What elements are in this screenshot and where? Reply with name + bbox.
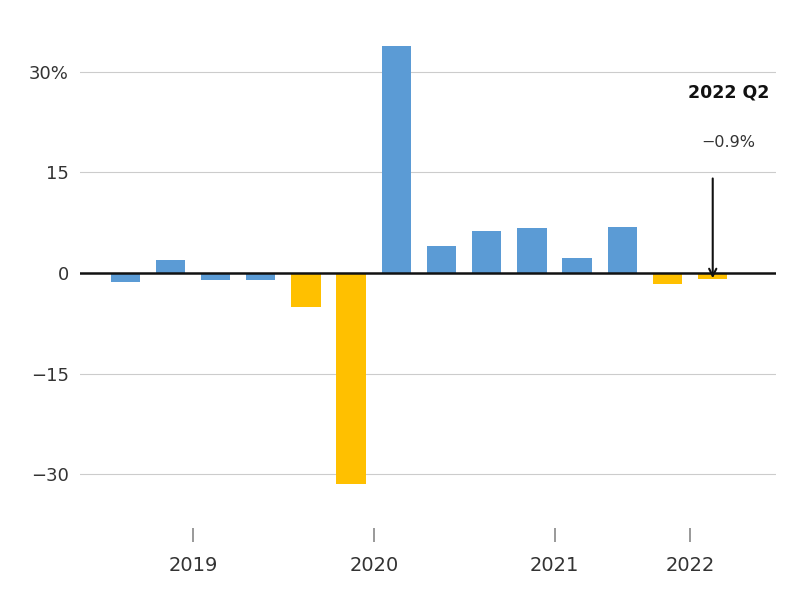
Bar — [291, 273, 321, 307]
Bar — [110, 273, 140, 282]
Bar — [472, 231, 502, 273]
Bar — [246, 273, 275, 280]
Bar — [698, 273, 727, 279]
Bar — [653, 273, 682, 284]
Bar — [156, 260, 185, 273]
Bar — [337, 273, 366, 484]
Text: −0.9%: −0.9% — [702, 136, 755, 151]
Bar — [608, 227, 637, 273]
Bar — [518, 228, 546, 273]
Text: 2022 Q2: 2022 Q2 — [688, 84, 770, 102]
Bar — [427, 246, 456, 273]
Bar — [382, 46, 411, 273]
Bar — [562, 257, 592, 273]
Bar — [201, 273, 230, 280]
